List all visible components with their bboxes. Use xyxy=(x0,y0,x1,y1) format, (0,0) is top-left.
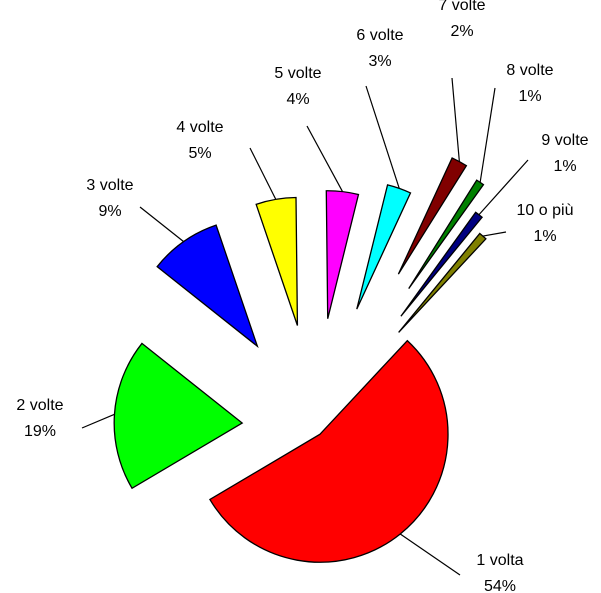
category-label: 9 volte xyxy=(541,132,588,149)
category-label: 5 volte xyxy=(274,65,321,82)
slice-label: 6 volte 3% xyxy=(356,27,403,70)
value-label: 1% xyxy=(553,158,576,175)
value-label: 1% xyxy=(518,88,541,105)
leader-line xyxy=(81,413,115,429)
leader-line xyxy=(451,77,460,162)
slice-label: 5 volte 4% xyxy=(274,65,321,108)
value-label: 1% xyxy=(533,228,556,245)
pie-slice xyxy=(255,196,299,326)
category-label: 10 o più xyxy=(517,202,574,219)
leader-line xyxy=(399,533,461,576)
slice-label: 7 volte 2% xyxy=(438,0,485,40)
value-label: 4% xyxy=(286,91,309,108)
pie-slice xyxy=(208,339,449,563)
category-label: 4 volte xyxy=(176,119,223,136)
pie-slice xyxy=(356,184,412,310)
slice-label: 3 volte 9% xyxy=(86,177,133,220)
leader-line xyxy=(249,147,277,200)
slice-label: 8 volte 1% xyxy=(506,62,553,105)
slice-label: 10 o più 1% xyxy=(517,202,574,245)
value-label: 19% xyxy=(24,423,56,440)
pie-slice xyxy=(113,342,244,490)
slice-label: 1 volta 54% xyxy=(476,552,523,593)
category-label: 6 volte xyxy=(356,27,403,44)
leader-line xyxy=(365,85,400,189)
category-label: 7 volte xyxy=(438,0,485,14)
category-label: 1 volta xyxy=(476,552,523,569)
leader-line xyxy=(479,87,496,183)
leader-line xyxy=(482,231,507,237)
category-label: 2 volte xyxy=(16,397,63,414)
value-label: 5% xyxy=(188,145,211,162)
value-label: 2% xyxy=(450,23,473,40)
slice-label: 9 volte 1% xyxy=(541,132,588,175)
category-label: 3 volte xyxy=(86,177,133,194)
pie-slice xyxy=(325,190,360,319)
pie-slice xyxy=(156,224,259,349)
value-label: 9% xyxy=(98,203,121,220)
slice-label: 4 volte 5% xyxy=(176,119,223,162)
leader-line xyxy=(139,206,185,243)
pie-slice xyxy=(400,211,484,317)
category-label: 8 volte xyxy=(506,62,553,79)
value-label: 54% xyxy=(484,578,516,593)
value-label: 3% xyxy=(368,53,391,70)
leader-line xyxy=(306,125,344,192)
leader-line xyxy=(478,159,529,216)
slice-label: 2 volte 19% xyxy=(16,397,63,440)
